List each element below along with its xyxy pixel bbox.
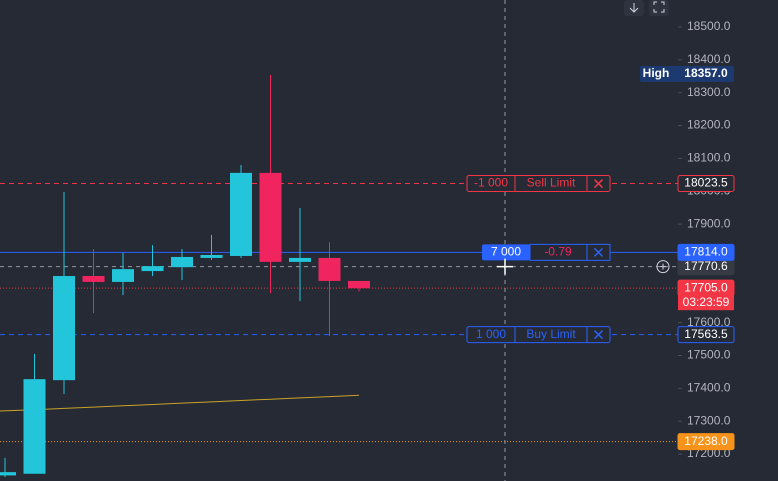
position-pnl: -0.79 [544, 245, 572, 259]
close-icon[interactable] [593, 247, 604, 257]
y-tick-label: 17400.0 [687, 381, 731, 395]
position-qty-box[interactable] [482, 244, 530, 261]
toolbar [624, 0, 669, 16]
order-tag[interactable] [466, 326, 611, 344]
high-price: 18357.0 [684, 66, 728, 80]
candle-body [318, 257, 341, 281]
arrow-icon [629, 3, 639, 13]
plus-icon [660, 263, 666, 270]
position-quantity: 7 000 [491, 245, 521, 259]
candle-body [348, 280, 370, 289]
y-tick-label: 18500.0 [687, 19, 731, 33]
order-price-box [677, 326, 735, 344]
fullscreen-button[interactable] [649, 0, 669, 16]
y-tick-label: 18100.0 [687, 151, 731, 165]
y-tick-label: 17900.0 [687, 216, 731, 230]
crosshair-price: 17770.6 [684, 259, 728, 273]
last-price: 17705.0 [684, 280, 728, 294]
candle-body [259, 172, 282, 262]
y-tick-label: 18400.0 [687, 52, 731, 66]
order-price: 18023.5 [684, 176, 728, 190]
crosshair-add[interactable] [656, 260, 670, 274]
candle-body [23, 379, 46, 474]
position-pnl-box [529, 243, 611, 261]
order-price: 17563.5 [684, 327, 728, 341]
moving-average [0, 394, 360, 412]
candle-body [171, 256, 193, 268]
order-tag[interactable] [466, 175, 611, 193]
order-type: Buy Limit [526, 327, 576, 341]
candle-body [82, 276, 105, 282]
order-price-box [677, 175, 735, 193]
position-price: 17814.0 [684, 245, 728, 259]
countdown-box [678, 295, 734, 311]
candle-body [53, 276, 75, 381]
countdown: 03:23:59 [683, 295, 730, 309]
alert-price-box [677, 433, 735, 451]
candle-body [200, 254, 223, 258]
y-tick-label: 17600.0 [687, 315, 731, 329]
order-quantity: 1 000 [476, 327, 506, 341]
close-icon[interactable] [593, 330, 604, 340]
candle-body [112, 269, 134, 282]
order-quantity: -1 000 [474, 176, 508, 190]
fullscreen-icon [653, 1, 665, 13]
candle-body [0, 472, 16, 476]
candle-body [230, 172, 252, 256]
candle-body [289, 257, 311, 262]
close-icon[interactable] [593, 179, 604, 189]
y-tick-label: 17300.0 [687, 413, 731, 427]
high-box [640, 65, 734, 82]
order-type: Sell Limit [527, 176, 576, 190]
candle-body [141, 266, 164, 272]
position-price-box [677, 243, 735, 261]
alert-price: 17238.0 [684, 434, 728, 448]
high-label: High [643, 66, 670, 80]
y-tick-label: 18300.0 [687, 85, 731, 99]
cursor [497, 258, 513, 275]
y-tick-label: 18200.0 [687, 118, 731, 132]
y-tick-label: 17500.0 [687, 348, 731, 362]
